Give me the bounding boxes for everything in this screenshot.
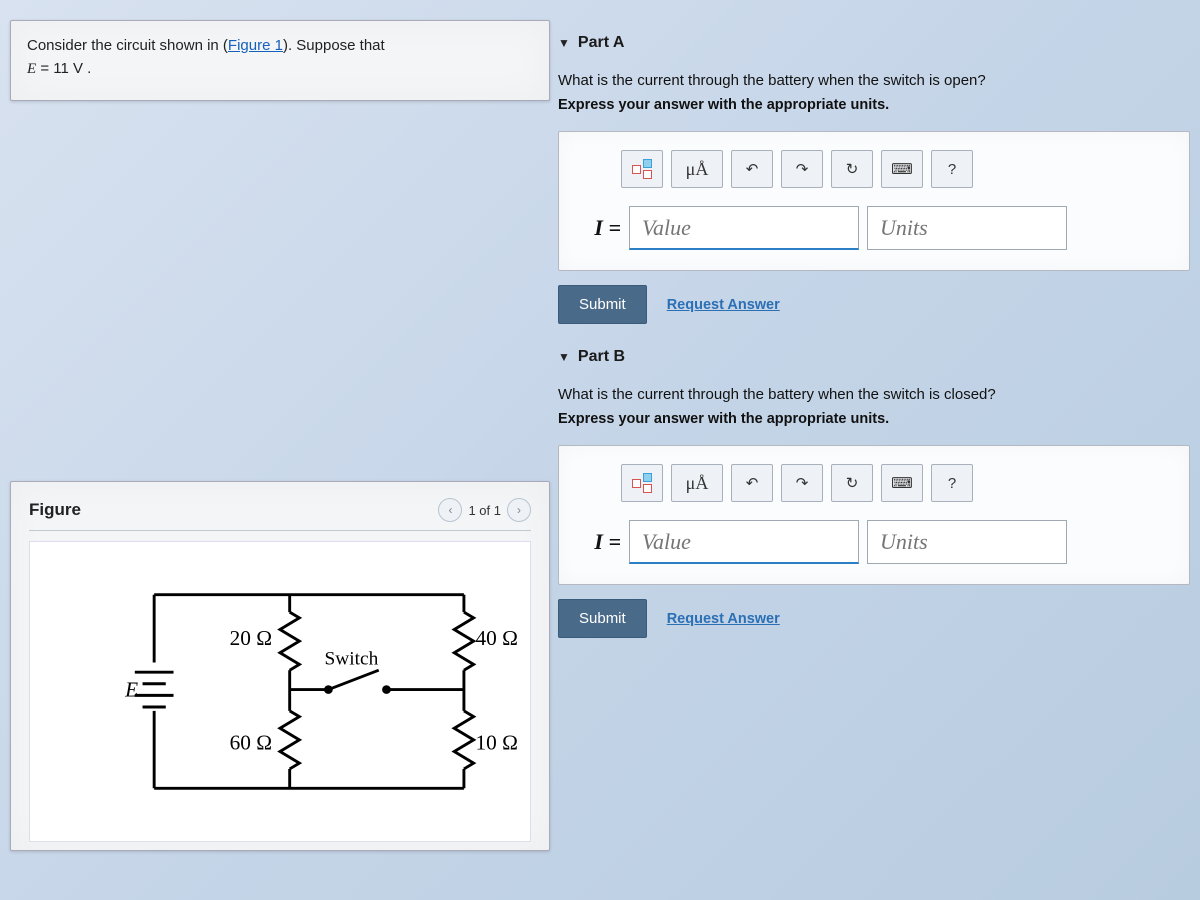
figure-link[interactable]: Figure 1 [228,37,283,54]
figure-title: Figure [29,500,81,520]
keyboard-icon[interactable]: ⌨ [881,464,923,502]
figure-nav: ‹ 1 of 1 › [438,498,531,522]
part-b-value-input[interactable] [629,520,859,564]
undo-icon[interactable]: ↶ [731,150,773,188]
template-icon[interactable] [621,464,663,502]
switch-label: Switch [325,648,379,669]
circuit-diagram: E 20 Ω 40 Ω 60 Ω 10 Ω Switch [29,541,531,842]
redo-icon[interactable]: ↷ [781,464,823,502]
part-a-header[interactable]: ▼ Part A [558,20,1190,66]
figure-card: Figure ‹ 1 of 1 › [10,481,550,851]
part-b-title: Part B [578,348,625,366]
resistor-top-left-label: 20 Ω [230,626,272,650]
problem-intro-pre: Consider the circuit shown in ( [27,37,228,54]
part-a-variable: I = [581,215,621,241]
help-icon[interactable]: ? [931,150,973,188]
caret-down-icon: ▼ [558,350,570,364]
part-a-value-input[interactable] [629,206,859,250]
problem-intro-post: ). Suppose that [283,37,385,54]
caret-down-icon: ▼ [558,36,570,50]
part-b-instruction: Express your answer with the appropriate… [558,411,1190,427]
part-a-request-answer-link[interactable]: Request Answer [667,297,780,313]
help-icon[interactable]: ? [931,464,973,502]
part-a-answer-box: μÅ ↶ ↷ ↻ ⌨ ? I = [558,131,1190,271]
part-b-request-answer-link[interactable]: Request Answer [667,611,780,627]
part-a-submit-button[interactable]: Submit [558,285,647,324]
part-b-toolbar: μÅ ↶ ↷ ↻ ⌨ ? [581,464,1167,502]
reset-icon[interactable]: ↻ [831,464,873,502]
epsilon-symbol: E [27,61,36,77]
part-a-toolbar: μÅ ↶ ↷ ↻ ⌨ ? [581,150,1167,188]
redo-icon[interactable]: ↷ [781,150,823,188]
part-a-section: ▼ Part A What is the current through the… [558,20,1190,324]
undo-icon[interactable]: ↶ [731,464,773,502]
part-a-instruction: Express your answer with the appropriate… [558,97,1190,113]
part-b-units-input[interactable] [867,520,1067,564]
figure-counter: 1 of 1 [468,503,501,518]
resistor-bot-left-label: 60 Ω [230,731,272,755]
template-icon[interactable] [621,150,663,188]
part-a-question: What is the current through the battery … [558,72,1190,89]
resistor-top-right-label: 40 Ω [476,626,518,650]
figure-prev-button[interactable]: ‹ [438,498,462,522]
problem-statement-card: Consider the circuit shown in (Figure 1)… [10,20,550,101]
emf-label: E [124,677,138,701]
resistor-bot-right-label: 10 Ω [476,731,518,755]
epsilon-eq: = 11 V . [36,60,91,77]
units-symbol-button[interactable]: μÅ [671,150,723,188]
part-b-answer-box: μÅ ↶ ↷ ↻ ⌨ ? I = [558,445,1190,585]
part-b-question: What is the current through the battery … [558,386,1190,403]
circuit-svg: E 20 Ω 40 Ω 60 Ω 10 Ω Switch [38,550,522,833]
part-a-title: Part A [578,34,625,52]
units-symbol-button[interactable]: μÅ [671,464,723,502]
reset-icon[interactable]: ↻ [831,150,873,188]
part-b-section: ▼ Part B What is the current through the… [558,334,1190,638]
part-a-units-input[interactable] [867,206,1067,250]
keyboard-icon[interactable]: ⌨ [881,150,923,188]
problem-text: Consider the circuit shown in (Figure 1)… [27,35,533,80]
part-b-variable: I = [581,529,621,555]
part-b-header[interactable]: ▼ Part B [558,334,1190,380]
part-b-submit-button[interactable]: Submit [558,599,647,638]
figure-next-button[interactable]: › [507,498,531,522]
figure-divider [29,530,531,531]
